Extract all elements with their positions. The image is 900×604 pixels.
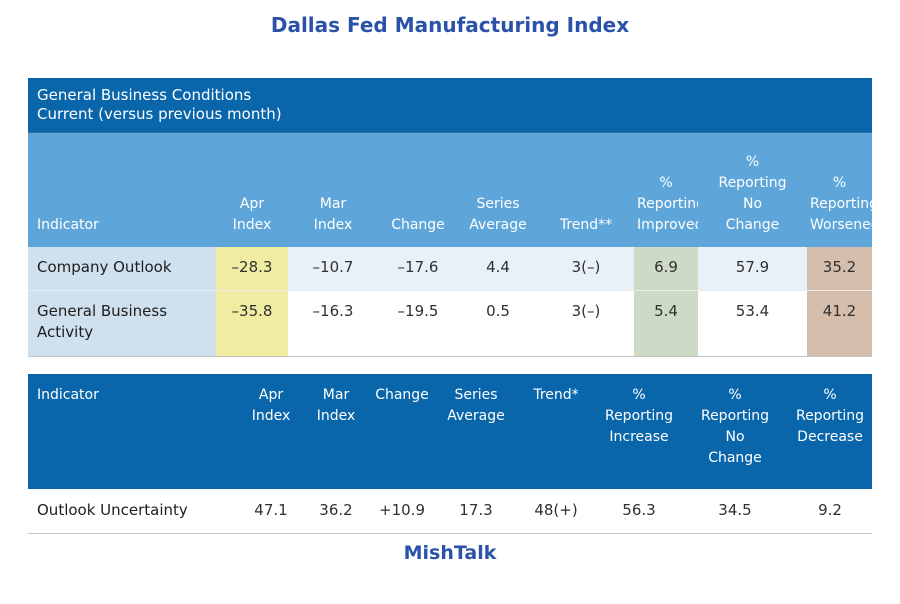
table-row-company-outlook: Company Outlook –28.3 –10.7 –17.6 4.4 3(… <box>28 247 872 291</box>
col-header-mar-index: Mar Index <box>316 386 356 424</box>
cell-pct-no-change: 34.5 <box>682 488 788 534</box>
cell-pct-worsened: 41.2 <box>807 290 872 357</box>
outlook-uncertainty-grid: Indicator Apr Index Mar Index Change Ser… <box>28 373 872 534</box>
cell-apr-index: –28.3 <box>216 247 288 291</box>
cell-series-average: 0.5 <box>458 290 538 357</box>
table-title-line1: General Business Conditions <box>37 86 252 104</box>
outlook-uncertainty-table: Indicator Apr Index Mar Index Change Ser… <box>28 373 872 534</box>
cell-series-average: 17.3 <box>436 488 516 534</box>
col-header-pct-increase: % Reporting Increase <box>604 386 674 445</box>
cell-pct-improved: 5.4 <box>634 290 698 357</box>
col-header-series-average: Series Average <box>447 386 505 424</box>
page-title: Dallas Fed Manufacturing Index <box>270 13 630 37</box>
cell-indicator: Outlook Uncertainty <box>28 488 238 534</box>
table-title-line2: Current (versus previous month) <box>37 105 282 123</box>
cell-trend: 3(–) <box>538 247 634 291</box>
table-title-band: General Business Conditions Current (ver… <box>28 78 872 133</box>
col-header-change: Change <box>391 217 445 233</box>
cell-apr-index: –35.8 <box>216 290 288 357</box>
col-header-pct-worsened: % Reporting Worsened <box>810 175 872 233</box>
col-header-apr-index: Apr Index <box>232 196 272 233</box>
cell-mar-index: –16.3 <box>288 290 378 357</box>
cell-mar-index: 36.2 <box>304 488 368 534</box>
cell-pct-improved: 6.9 <box>634 247 698 291</box>
col-header-pct-decrease: % Reporting Decrease <box>795 386 865 445</box>
col-header-trend: Trend** <box>559 217 613 233</box>
col-header-pct-no-change: % Reporting No Change <box>718 154 787 233</box>
cell-change: –19.5 <box>378 290 458 357</box>
cell-pct-no-change: 57.9 <box>698 247 807 291</box>
table-row-outlook-uncertainty: Outlook Uncertainty 47.1 36.2 +10.9 17.3… <box>28 488 872 534</box>
cell-trend: 3(–) <box>538 290 634 357</box>
cell-series-average: 4.4 <box>458 247 538 291</box>
cell-trend: 48(+) <box>516 488 596 534</box>
cell-change: –17.6 <box>378 247 458 291</box>
header-row: Indicator Apr Index Mar Index Change Ser… <box>28 373 872 489</box>
col-header-indicator: Indicator <box>37 217 99 233</box>
cell-indicator: General Business Activity <box>28 290 216 357</box>
cell-indicator: Company Outlook <box>28 247 216 291</box>
cell-mar-index: –10.7 <box>288 247 378 291</box>
col-header-change: Change <box>375 386 429 403</box>
current-conditions-table: General Business Conditions Current (ver… <box>28 78 872 357</box>
cell-pct-decrease: 9.2 <box>788 488 872 534</box>
cell-pct-no-change: 53.4 <box>698 290 807 357</box>
col-header-trend: Trend* <box>533 386 579 403</box>
cell-change: +10.9 <box>368 488 436 534</box>
cell-pct-increase: 56.3 <box>596 488 682 534</box>
current-conditions-grid: Indicator Apr Index Mar Index Change Ser… <box>28 133 872 357</box>
table-row-general-business-activity: General Business Activity –35.8 –16.3 –1… <box>28 290 872 357</box>
cell-apr-index: 47.1 <box>238 488 304 534</box>
col-header-pct-no-change: % Reporting No Change <box>700 386 770 466</box>
cell-pct-worsened: 35.2 <box>807 247 872 291</box>
col-header-apr-index: Apr Index <box>251 386 291 424</box>
col-header-series-average: Series Average <box>469 196 527 233</box>
col-header-pct-improved: % Reporting Improved <box>637 175 698 233</box>
header-row: Indicator Apr Index Mar Index Change Ser… <box>28 133 872 247</box>
footer-brand: MishTalk <box>403 542 497 564</box>
col-header-indicator: Indicator <box>37 386 99 403</box>
col-header-mar-index: Mar Index <box>313 196 353 233</box>
